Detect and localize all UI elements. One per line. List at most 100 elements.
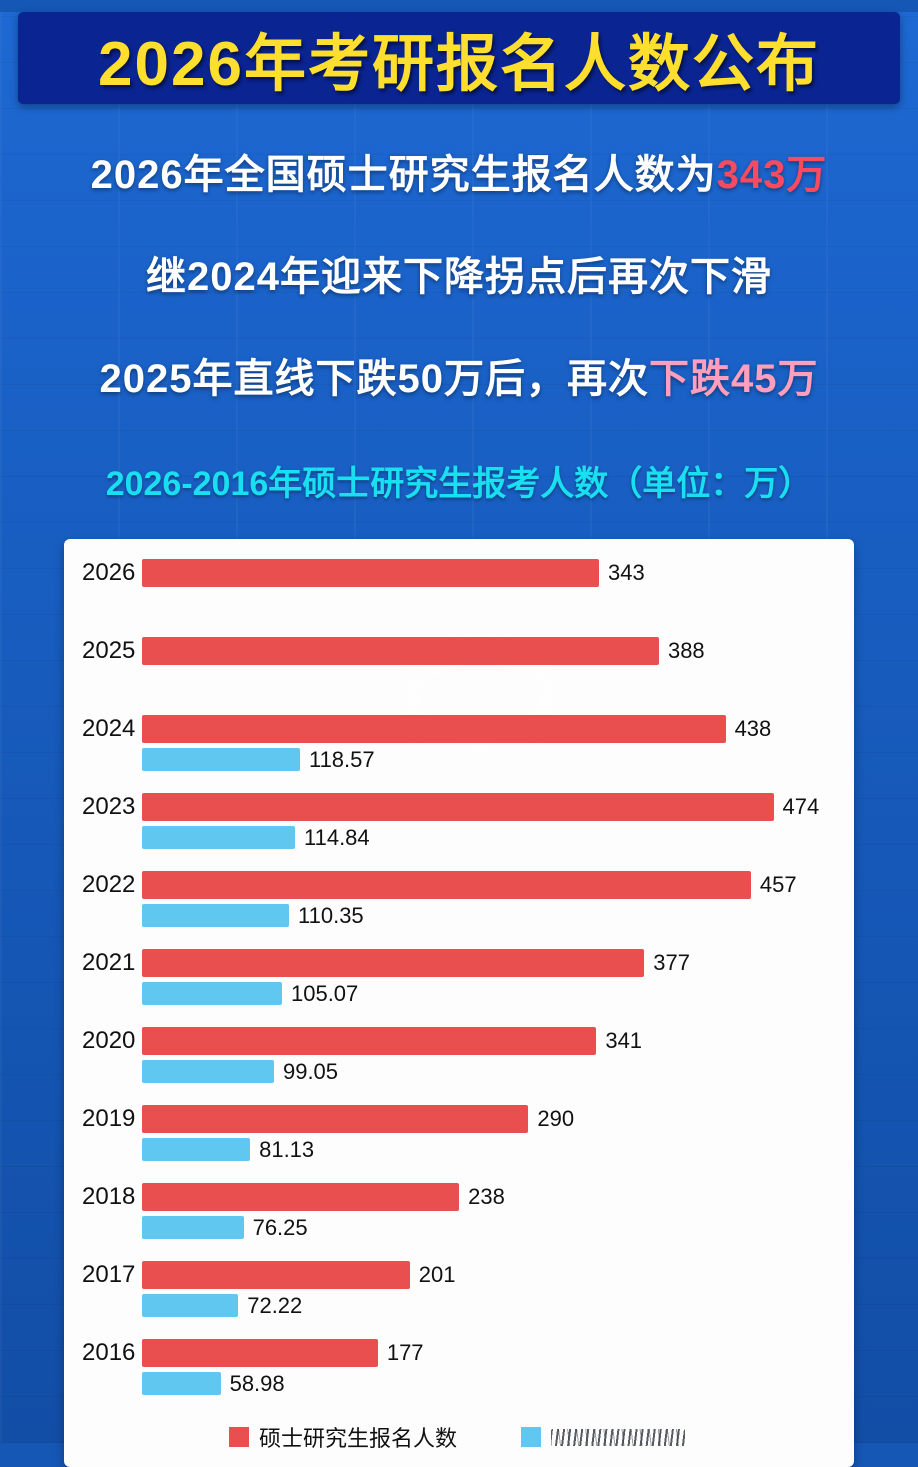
bar-value-label: 377 <box>653 950 691 975</box>
year-label: 2017 <box>82 1261 136 1288</box>
applicants-bar-line: 377 <box>142 949 836 977</box>
year-label: 2024 <box>82 715 136 742</box>
blue-bar <box>142 748 300 771</box>
bar-value-label: 238 <box>468 1184 505 1209</box>
red-bar <box>142 871 751 899</box>
red-bar <box>142 1183 460 1211</box>
blue-bar <box>142 1294 239 1317</box>
year-label: 2025 <box>82 637 136 664</box>
page-title: 2026年考研报名人数公布 <box>98 30 820 99</box>
bar-value-label: 105.07 <box>290 980 359 1006</box>
applicants-bar-line: 474 <box>142 793 836 821</box>
bar-value-label: 81.13 <box>259 1136 315 1162</box>
intro-line-3: 2025年直线下跌50万后，再次下跌45万 <box>0 346 918 404</box>
blue-bar <box>142 1060 274 1083</box>
red-bar <box>142 559 599 587</box>
bar-group: 290 81.13 <box>142 1105 836 1161</box>
year-label: 2018 <box>82 1183 136 1210</box>
blue-bar <box>142 1138 251 1161</box>
applicants-bar-line: 438 <box>142 715 836 743</box>
bar-group: 474 114.84 <box>142 793 836 849</box>
red-bar <box>142 1339 378 1367</box>
chart-row: 2016 177 58.98 <box>78 1339 836 1417</box>
bar-value-label: 438 <box>734 716 772 741</box>
bar-group: 438 118.57 <box>142 715 836 771</box>
bar-value-label: 72.22 <box>247 1292 303 1318</box>
blue-bar <box>142 904 290 927</box>
chart-row: 2024 438 118.57 <box>78 715 836 793</box>
legend-item-obscured <box>521 1427 685 1447</box>
intro-text-block: 2026年全国硕士研究生报名人数为343万 继2024年迎来下降拐点后再次下滑 … <box>0 142 918 404</box>
secondary-bar-line: 99.05 <box>142 1060 836 1083</box>
intro-line-1-text: 2026年全国硕士研究生报名人数为 <box>90 153 717 197</box>
secondary-bar-line: 76.25 <box>142 1216 836 1239</box>
secondary-bar-line: 81.13 <box>142 1138 836 1161</box>
chart-row: 2020 341 99.05 <box>78 1027 836 1105</box>
red-bar <box>142 1261 410 1289</box>
applicants-bar-line: 201 <box>142 1261 836 1289</box>
red-bar <box>142 949 645 977</box>
applicants-bar-line: 177 <box>142 1339 836 1367</box>
chart-legend: 硕士研究生报名人数 <box>78 1419 836 1455</box>
secondary-bar-line: 58.98 <box>142 1372 836 1395</box>
applicants-bar-line: 388 <box>142 637 836 665</box>
blue-bar <box>142 982 282 1005</box>
secondary-bar-line: 72.22 <box>142 1294 836 1317</box>
bar-value-label: 388 <box>667 638 705 663</box>
red-bar <box>142 1105 529 1133</box>
secondary-bar-line: 105.07 <box>142 982 836 1005</box>
chart-row: 2021 377 105.07 <box>78 949 836 1027</box>
chart-row: 2026 343 <box>78 559 836 637</box>
legend-swatch-red <box>228 1427 249 1447</box>
chart-row: 2022 457 110.35 <box>78 871 836 949</box>
chart-row: 2018 238 76.25 <box>78 1183 836 1261</box>
legend-swatch-blue <box>521 1427 541 1447</box>
blue-bar <box>142 1216 244 1239</box>
chart-row: 2017 201 72.22 <box>78 1261 836 1339</box>
red-bar <box>142 637 659 665</box>
applicants-bar-line: 290 <box>142 1105 836 1133</box>
bar-value-label: 290 <box>537 1106 575 1131</box>
applicants-bar-line: 341 <box>142 1027 836 1055</box>
infographic-page: 2026年考研报名人数公布 2026年全国硕士研究生报名人数为343万 继202… <box>0 12 918 1467</box>
bar-group: 388 <box>142 637 836 665</box>
bar-value-label: 58.98 <box>229 1370 285 1396</box>
applicants-bar-line: 343 <box>142 559 836 587</box>
intro-line-3-highlight: 下跌45万 <box>648 357 819 401</box>
year-label: 2022 <box>82 871 136 898</box>
bar-group: 377 105.07 <box>142 949 836 1005</box>
bar-value-label: 457 <box>759 872 797 897</box>
year-label: 2019 <box>82 1105 136 1132</box>
year-label: 2023 <box>82 793 136 820</box>
intro-line-2: 继2024年迎来下降拐点后再次下滑 <box>146 255 772 299</box>
bar-value-label: 474 <box>782 794 820 819</box>
title-banner: 2026年考研报名人数公布 <box>18 12 900 104</box>
blue-bar <box>142 826 295 849</box>
chart-rows: 2026 343 2025 388 2024 438 118.57 2023 474 114.84… <box>78 559 836 1417</box>
bar-group: 457 110.35 <box>142 871 836 927</box>
bar-value-label: 99.05 <box>282 1058 339 1084</box>
secondary-bar-line: 110.35 <box>142 904 836 927</box>
bar-group: 177 58.98 <box>142 1339 836 1395</box>
year-label: 2021 <box>82 949 136 976</box>
bar-value-label: 110.35 <box>298 902 364 928</box>
bar-value-label: 114.84 <box>304 824 370 850</box>
blue-bar <box>142 1372 221 1395</box>
red-bar <box>142 1027 597 1055</box>
intro-line-1-highlight: 343万 <box>716 153 828 197</box>
bar-value-label: 76.25 <box>252 1214 308 1240</box>
red-bar <box>142 715 726 743</box>
bar-group: 201 72.22 <box>142 1261 836 1317</box>
chart-panel: 2026 343 2025 388 2024 438 118.57 2023 474 114.84… <box>64 539 854 1467</box>
bar-value-label: 343 <box>608 560 645 585</box>
bar-value-label: 177 <box>386 1340 424 1365</box>
chart-heading: 2026-2016年硕士研究生报考人数（单位：万） <box>105 465 813 503</box>
year-label: 2016 <box>82 1339 136 1366</box>
chart-row: 2023 474 114.84 <box>78 793 836 871</box>
intro-line-1: 2026年全国硕士研究生报名人数为343万 <box>0 142 918 200</box>
bar-group: 341 99.05 <box>142 1027 836 1083</box>
chart-row: 2019 290 81.13 <box>78 1105 836 1183</box>
legend-label-applicants: 硕士研究生报名人数 <box>258 1426 457 1451</box>
year-label: 2020 <box>82 1027 136 1054</box>
secondary-bar-line: 118.57 <box>142 748 836 771</box>
